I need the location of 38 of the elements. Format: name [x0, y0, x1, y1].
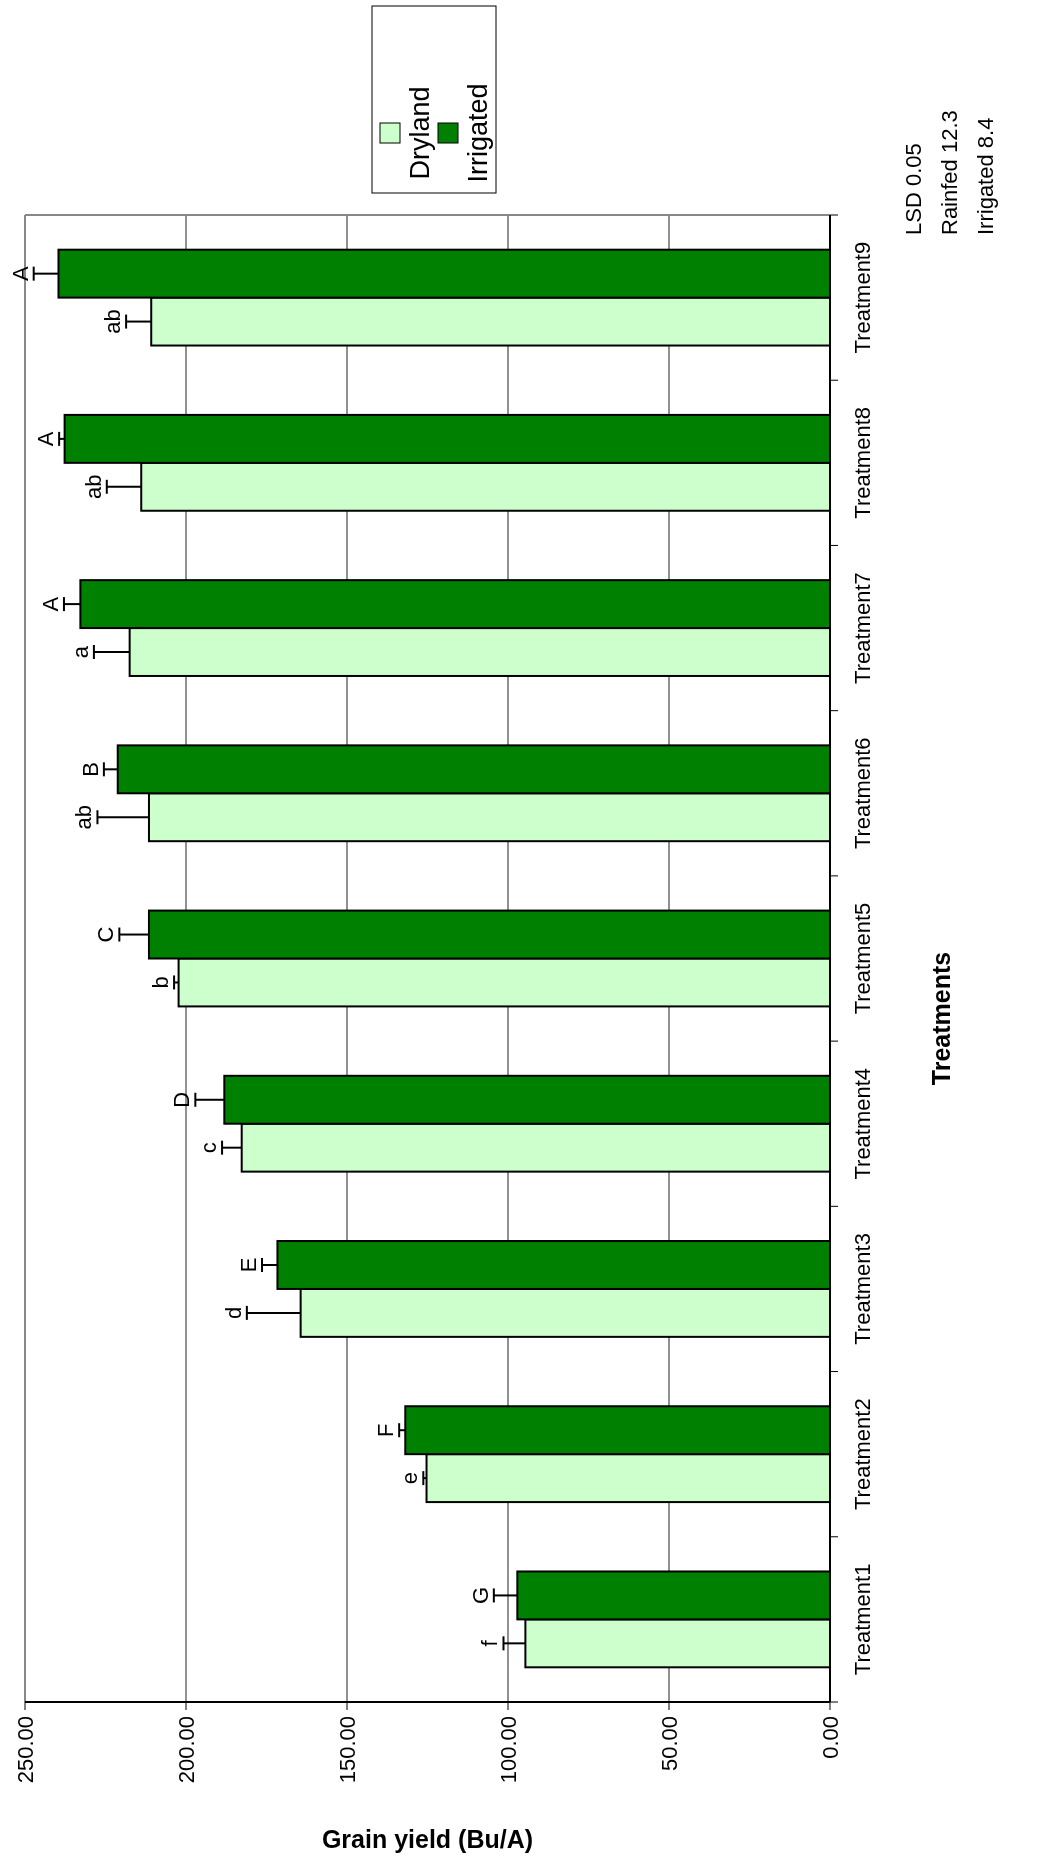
x-tick-label: 100.00: [496, 1716, 521, 1784]
y-tick-label: Treatment8: [850, 406, 875, 519]
annotation: e: [397, 1472, 423, 1485]
y-axis-title: Treatments: [927, 951, 955, 1086]
x-tick-label: 50.00: [657, 1716, 682, 1772]
annotation: A: [37, 596, 63, 612]
annotation: E: [235, 1257, 261, 1273]
annotation: D: [169, 1091, 195, 1108]
annotation: a: [67, 645, 93, 659]
y-tick-label: Treatment3: [850, 1233, 875, 1345]
annotation: ab: [71, 804, 97, 830]
annotation: F: [373, 1423, 399, 1437]
annotation: A: [7, 266, 33, 281]
annotation: c: [196, 1142, 222, 1154]
y-tick-label: Treatment2: [850, 1398, 875, 1511]
legend-label: Dryland: [405, 86, 435, 180]
y-tick-label: Treatment5: [850, 902, 875, 1015]
annotation: ab: [100, 309, 126, 334]
y-tick-label: Treatment7: [850, 572, 875, 684]
y-tick-label: Treatment9: [850, 241, 875, 354]
annotation: G: [467, 1586, 493, 1604]
annotation: ab: [80, 474, 106, 500]
legend-label: Irrigated: [463, 83, 493, 183]
annotation: C: [93, 926, 119, 943]
x-tick-label: 250.00: [13, 1716, 38, 1784]
x-tick-label: 0.00: [818, 1716, 843, 1759]
x-axis-title: Grain yield (Bu/A): [321, 1825, 534, 1853]
y-tick-label: Treatment6: [850, 737, 875, 850]
x-tick-label: 200.00: [174, 1716, 199, 1784]
text: LSD 0.05 Rainfed 12.3 Irrigated 8.4: [901, 110, 998, 235]
y-tick-label: Treatment4: [850, 1067, 875, 1180]
annotation: A: [33, 431, 59, 447]
annotation: f: [477, 1639, 503, 1647]
annotation: d: [220, 1306, 246, 1320]
annotation: b: [148, 976, 174, 989]
x-tick-label: 150.00: [335, 1716, 360, 1784]
annotation: B: [77, 761, 103, 777]
y-tick-label: Treatment1: [850, 1563, 875, 1676]
